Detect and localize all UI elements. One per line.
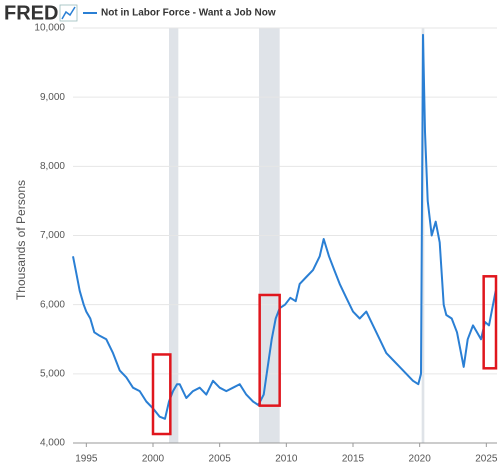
y-axis-label: Thousands of Persons (14, 180, 28, 300)
x-tick-label: 2025 (475, 454, 498, 465)
y-tick-label: 10,000 (34, 23, 65, 34)
highlight-box (258, 293, 281, 407)
highlight-box (482, 275, 498, 370)
y-tick-label: 7,000 (40, 230, 65, 241)
highlight-box (151, 353, 172, 436)
y-tick-label: 6,000 (40, 299, 65, 310)
legend-label: Not in Labor Force - Want a Job Now (101, 8, 276, 19)
x-tick-label: 2015 (342, 454, 365, 465)
x-tick-label: 1995 (75, 454, 98, 465)
y-tick-label: 5,000 (40, 368, 65, 379)
x-tick-label: 2000 (142, 454, 165, 465)
data-line (72, 33, 497, 420)
y-tick-label: 4,000 (40, 438, 65, 449)
x-tick-label: 2020 (409, 454, 432, 465)
y-tick-label: 8,000 (40, 161, 65, 172)
y-tick-label: 9,000 (40, 92, 65, 103)
brand-icon-frame (59, 4, 78, 22)
brand: FRED (4, 2, 58, 24)
brand-icon (61, 6, 76, 20)
x-tick-label: 2010 (275, 454, 298, 465)
x-tick-label: 2005 (209, 454, 232, 465)
